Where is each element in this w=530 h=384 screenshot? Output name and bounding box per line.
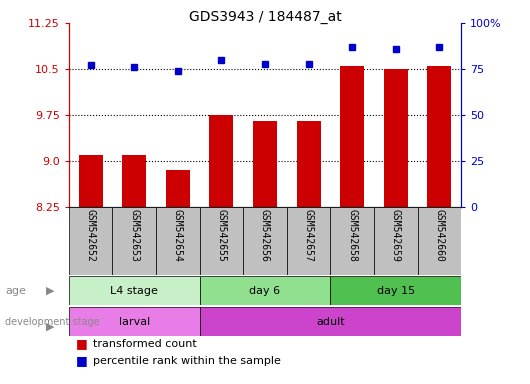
Text: percentile rank within the sample: percentile rank within the sample [93, 356, 280, 366]
Text: GSM542659: GSM542659 [391, 209, 401, 262]
Text: L4 stage: L4 stage [110, 286, 158, 296]
Bar [287, 207, 330, 275]
Text: ■: ■ [76, 337, 88, 350]
Bar [330, 207, 374, 275]
Text: age: age [5, 286, 26, 296]
Bar [374, 207, 418, 275]
Text: adult: adult [316, 316, 344, 327]
Bar [79, 155, 103, 207]
Bar [200, 207, 243, 275]
Text: day 6: day 6 [250, 286, 280, 296]
Text: GSM542660: GSM542660 [434, 209, 444, 262]
Text: ▶: ▶ [46, 286, 55, 296]
Text: ▶: ▶ [46, 321, 55, 331]
Bar [340, 66, 364, 207]
Bar [69, 276, 200, 305]
Bar [200, 307, 461, 336]
Bar [112, 207, 156, 275]
Bar [122, 155, 146, 207]
Bar [427, 66, 452, 207]
Bar [200, 276, 330, 305]
Text: day 15: day 15 [377, 286, 415, 296]
Bar [384, 69, 408, 207]
Text: GSM542654: GSM542654 [173, 209, 183, 262]
Bar [69, 307, 200, 336]
Text: GSM542652: GSM542652 [86, 209, 96, 262]
Text: transformed count: transformed count [93, 339, 197, 349]
Bar [253, 121, 277, 207]
Text: GSM542658: GSM542658 [347, 209, 357, 262]
Text: ■: ■ [76, 354, 88, 367]
Text: GDS3943 / 184487_at: GDS3943 / 184487_at [189, 10, 341, 23]
Text: GSM542657: GSM542657 [304, 209, 314, 262]
Text: larval: larval [119, 316, 150, 327]
Text: development stage: development stage [5, 317, 100, 327]
Text: GSM542653: GSM542653 [129, 209, 139, 262]
Bar [69, 207, 112, 275]
Text: GSM542656: GSM542656 [260, 209, 270, 262]
Bar [156, 207, 200, 275]
Bar [330, 276, 461, 305]
Bar [297, 121, 321, 207]
Bar [209, 115, 233, 207]
Text: GSM542655: GSM542655 [216, 209, 226, 262]
Bar [243, 207, 287, 275]
Bar [418, 207, 461, 275]
Bar [166, 170, 190, 207]
